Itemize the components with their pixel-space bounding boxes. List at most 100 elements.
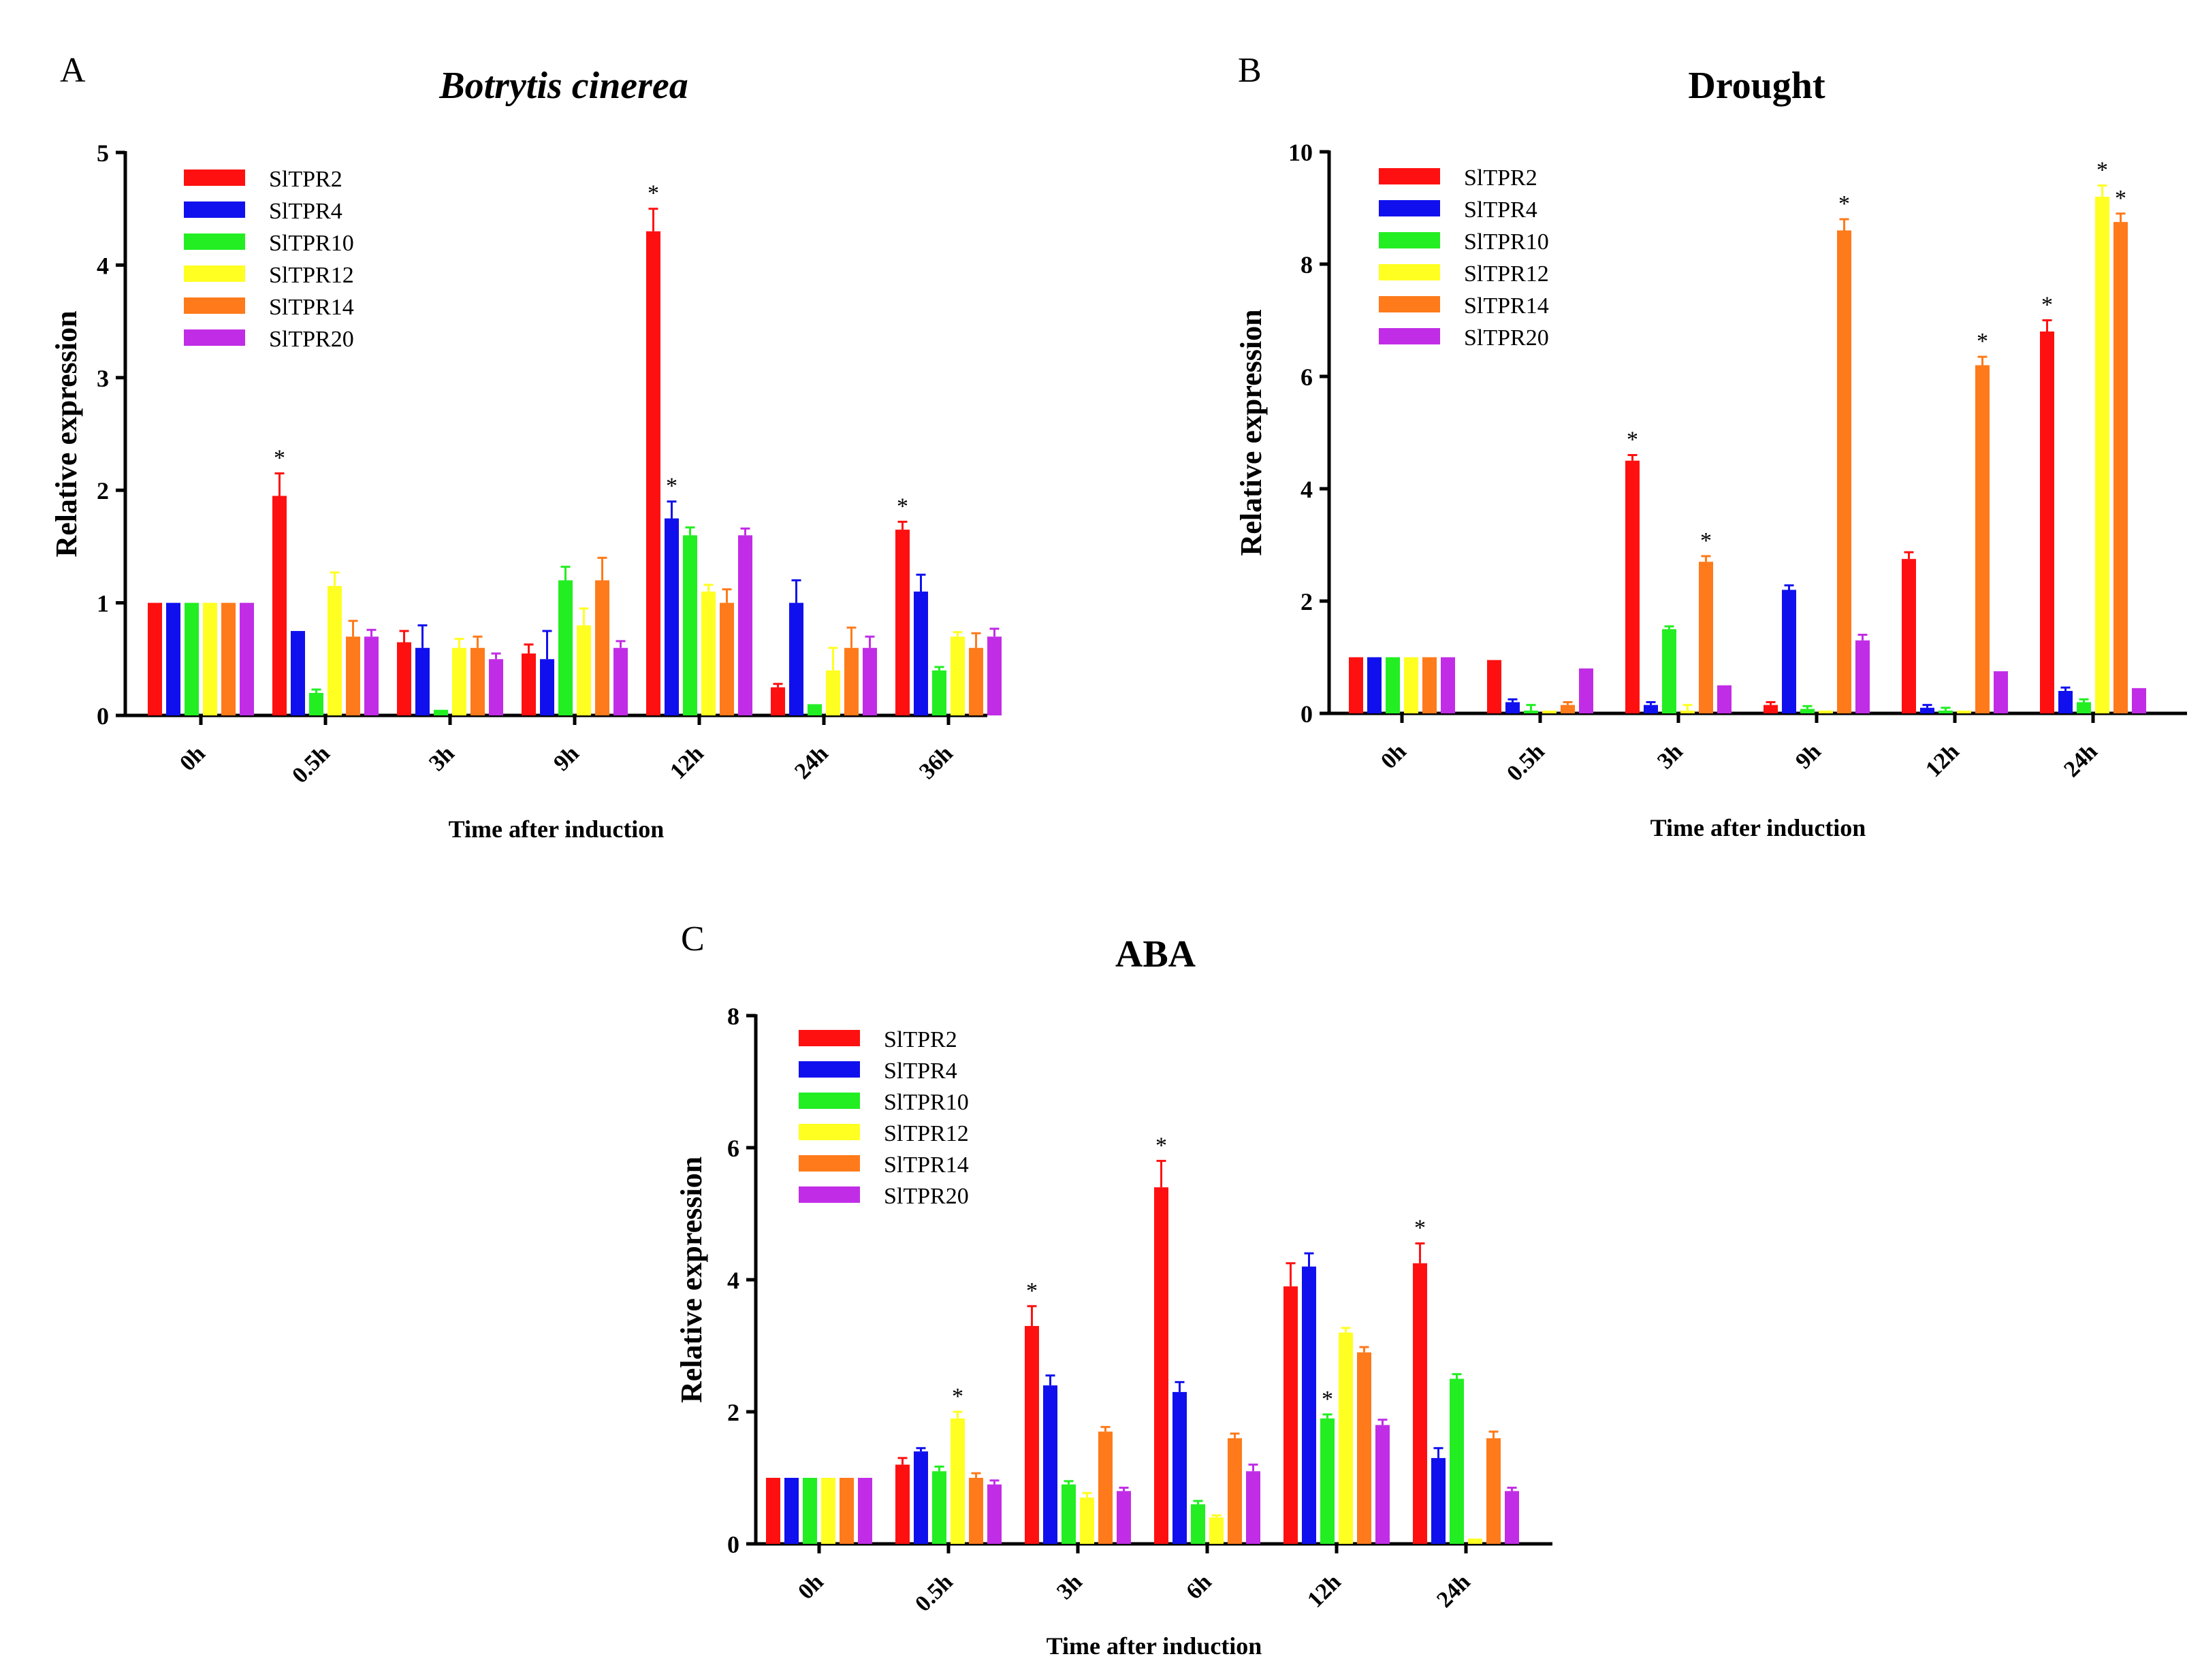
chart-title: ABA [1115,933,1196,975]
bar [309,692,323,715]
bar [1902,559,1916,713]
bar [895,1464,910,1544]
legend-swatch [184,233,245,250]
y-axis-label: Relative expression [1234,309,1268,555]
panel-letter: B [1238,51,1262,90]
bar [1938,710,1953,713]
significance-star: * [2096,158,2108,183]
significance-star: * [1322,1387,1333,1412]
bar [1837,230,1851,713]
bar [2113,222,2128,713]
legend-label: SlTPR2 [884,1027,957,1052]
legend-swatch [799,1030,860,1046]
legend-swatch [1379,232,1440,248]
bar [1098,1432,1113,1544]
panel-letter: C [681,920,705,958]
bar [1662,629,1676,713]
bar [240,602,254,715]
y-tick-label: 3 [97,365,109,392]
y-tick-label: 0 [97,702,109,730]
bar [1339,1332,1353,1544]
legend-swatch [799,1124,860,1140]
legend-swatch [184,201,245,218]
bar [364,636,379,715]
bar [1062,1484,1076,1544]
bar [914,1451,928,1544]
legend-label: SlTPR14 [269,295,354,320]
significance-star: * [1155,1133,1167,1158]
bar [1441,657,1455,713]
bar [1228,1438,1242,1544]
bar [1117,1491,1131,1544]
significance-star: * [648,181,659,206]
x-tick-label: 9h [549,741,584,776]
bar [1699,562,1713,713]
bar [221,602,236,715]
bar [1375,1425,1390,1544]
legend-label: SlTPR20 [884,1184,969,1209]
legend-swatch [799,1155,860,1172]
bar [558,580,573,715]
legend-label: SlTPR10 [269,231,354,256]
significance-star: * [274,445,285,470]
bar [1450,1378,1464,1544]
bar [683,535,697,715]
x-tick-label: 3h [1653,739,1688,774]
bar [932,1471,946,1544]
x-tick-label: 24h [1432,1569,1475,1613]
bar [2040,332,2054,713]
y-tick-label: 5 [97,140,109,167]
bar [1717,685,1732,713]
bar [701,592,716,715]
legend-label: SlTPR4 [1464,197,1537,223]
bar [895,530,910,715]
bar [1579,668,1593,713]
bar [1025,1325,1039,1544]
y-axis-label: Relative expression [675,1157,708,1403]
bar [613,647,628,715]
bar [346,636,360,715]
bar [987,1484,1002,1544]
bar [397,642,411,715]
bar [2058,691,2073,713]
y-tick-label: 4 [1301,476,1313,503]
bar [1680,710,1695,713]
bar [720,602,734,715]
chart-title: Botrytis cinerea [438,65,688,107]
y-tick-label: 0 [1301,700,1313,728]
y-axis-label: Relative expression [50,310,83,557]
bar [272,496,287,715]
y-tick-label: 6 [1301,364,1313,391]
bar [1486,1438,1501,1544]
legend-swatch [184,169,245,186]
bar [1154,1187,1168,1544]
bar [1080,1498,1094,1544]
bar [1505,1491,1519,1544]
legend-swatch [1379,296,1440,312]
y-tick-label: 8 [727,1003,739,1030]
significance-star: * [1977,329,1988,354]
bar [1561,705,1575,713]
legend-swatch [184,329,245,346]
panel-c-aba-chart: C ABA 0 2 4 6 8 Relative expression Time after i… [675,920,1552,1660]
bar [1994,671,2008,713]
legend-label: SlTPR4 [269,199,342,224]
y-tick-label: 2 [1301,588,1313,615]
y-tick-label: 1 [97,590,109,617]
bar [1487,660,1501,713]
bar [1764,705,1778,713]
bar [1975,365,1990,713]
panel-b-drought-chart: B Drought 0 2 4 6 8 10 Relative expression Time a… [1234,51,2187,841]
x-tick-label: 0.5h [1502,739,1550,786]
significance-star: * [2115,186,2126,211]
panel-a-botrytis-chart: A Botrytis cinerea 0 1 2 3 4 5 Relative expressi… [50,51,1002,843]
y-tick-label: 4 [727,1267,739,1294]
x-axis-label: Time after induction [1047,1632,1262,1660]
bar [1782,589,1796,713]
x-axis-label: Time after induction [1650,814,1866,841]
x-tick-label: 36h [914,741,958,784]
bar [1855,640,1870,713]
bar [951,636,965,715]
bar [291,630,305,715]
bar [452,647,466,715]
